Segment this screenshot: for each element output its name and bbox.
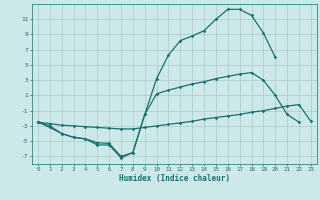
X-axis label: Humidex (Indice chaleur): Humidex (Indice chaleur) bbox=[119, 174, 230, 183]
